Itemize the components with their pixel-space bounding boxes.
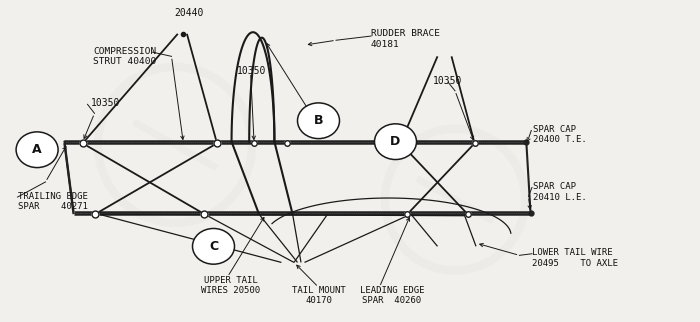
Text: SPAR  40260: SPAR 40260: [363, 296, 421, 305]
Text: A: A: [32, 143, 42, 156]
Text: 10350: 10350: [237, 66, 267, 76]
Text: WIRES 20500: WIRES 20500: [202, 286, 260, 295]
Text: 40181: 40181: [371, 40, 400, 49]
Text: C: C: [209, 240, 218, 253]
Text: SPAR CAP: SPAR CAP: [533, 182, 576, 191]
Text: 10350: 10350: [91, 98, 120, 108]
Text: 20400 T.E.: 20400 T.E.: [533, 135, 587, 144]
Ellipse shape: [298, 103, 340, 138]
Text: LEADING EDGE: LEADING EDGE: [360, 286, 424, 295]
Text: 20495    TO AXLE: 20495 TO AXLE: [532, 259, 618, 268]
Ellipse shape: [16, 132, 58, 167]
Text: D: D: [391, 135, 400, 148]
Text: SPAR CAP: SPAR CAP: [533, 125, 576, 134]
Text: UPPER TAIL: UPPER TAIL: [204, 276, 258, 285]
Text: SPAR    40271: SPAR 40271: [18, 202, 88, 211]
Text: 40170: 40170: [305, 296, 332, 305]
Text: RUDDER BRACE: RUDDER BRACE: [371, 29, 440, 38]
Text: 10350: 10350: [433, 75, 463, 86]
Text: 20410 L.E.: 20410 L.E.: [533, 193, 587, 202]
Text: TAIL MOUNT: TAIL MOUNT: [292, 286, 345, 295]
Text: STRUT 40400: STRUT 40400: [93, 57, 156, 66]
Text: B: B: [314, 114, 323, 127]
Text: LOWER TAIL WIRE: LOWER TAIL WIRE: [532, 248, 612, 257]
Text: 20440: 20440: [174, 8, 204, 18]
Text: TRAILING EDGE: TRAILING EDGE: [18, 192, 88, 201]
Ellipse shape: [374, 124, 416, 159]
Ellipse shape: [193, 229, 235, 264]
Text: COMPRESSION: COMPRESSION: [93, 47, 156, 56]
